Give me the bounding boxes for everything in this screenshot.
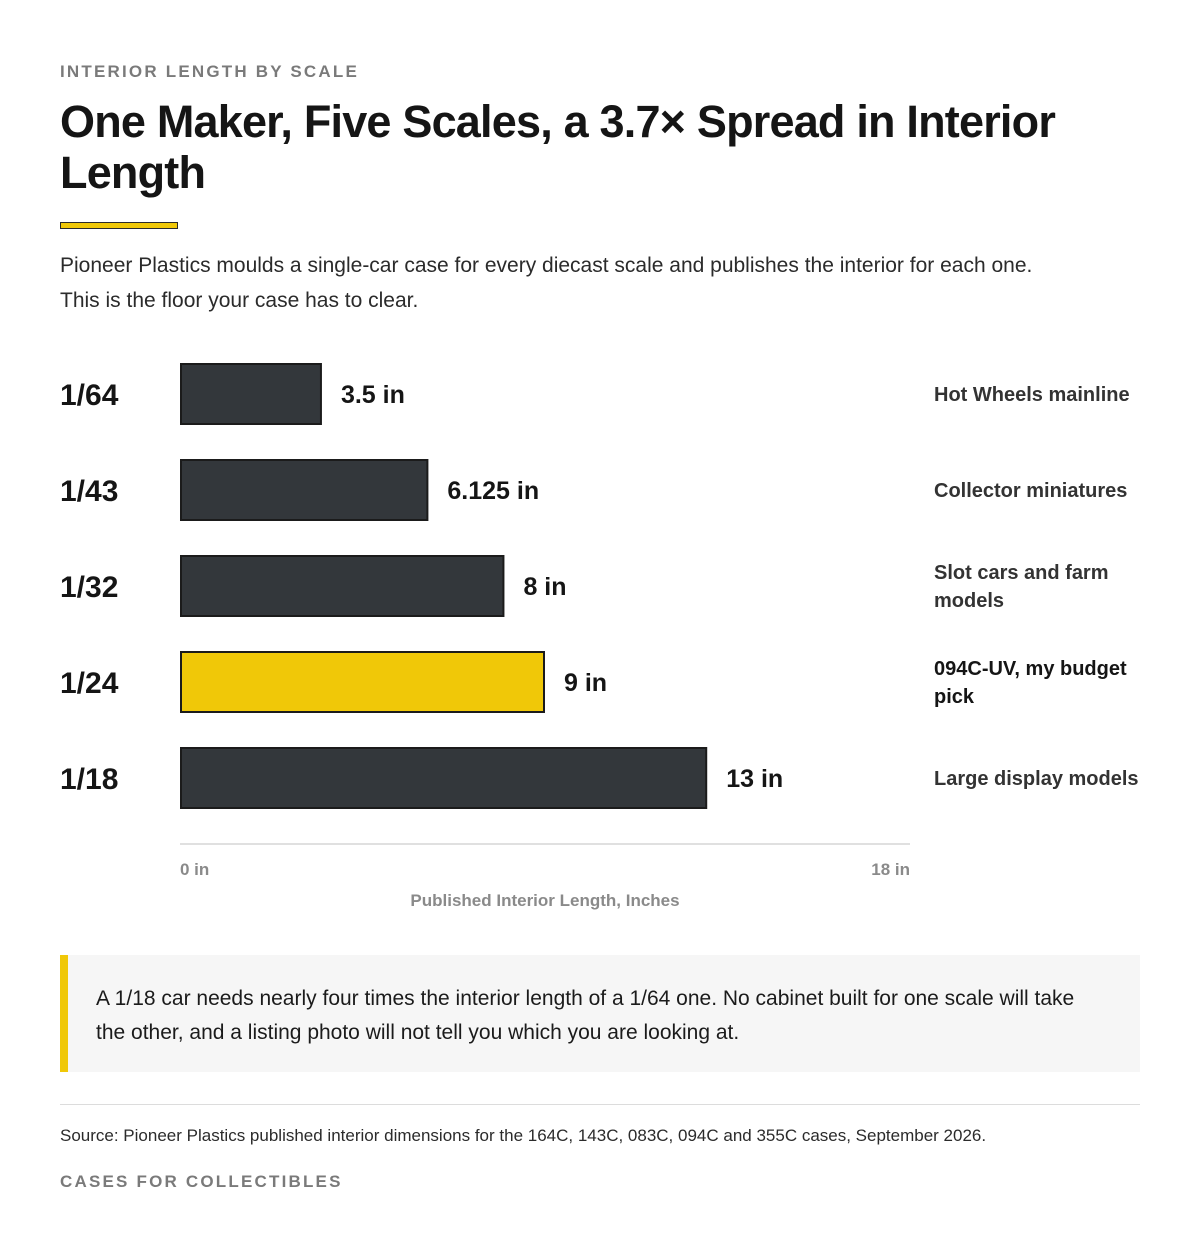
- data-label: 6.125 in: [447, 477, 539, 505]
- bar: [180, 747, 708, 809]
- brand-label: CASES FOR COLLECTIBLES: [60, 1172, 343, 1191]
- bar: [180, 555, 505, 617]
- category-label: 1/24: [60, 667, 119, 700]
- chart-title: One Maker, Five Scales, a 3.7× Spread in…: [60, 96, 1056, 198]
- callout-box: A 1/18 car needs nearly four times the i…: [60, 955, 1140, 1072]
- accent-rule: [60, 222, 178, 229]
- annotation-label: 094C-UV, my budget pick: [934, 658, 1127, 708]
- annotation-label: Hot Wheels mainline: [934, 384, 1130, 406]
- bar: [180, 651, 545, 713]
- bar: [180, 363, 322, 425]
- annotation-label: Slot cars and farm models: [934, 562, 1109, 612]
- data-label: 3.5 in: [341, 381, 405, 409]
- category-label: 1/18: [60, 763, 118, 796]
- footer-divider: [60, 1104, 1140, 1105]
- source-note: Source: Pioneer Plastics published inter…: [60, 1126, 987, 1145]
- bar-chart: 1/64 3.5 in Hot Wheels mainline 1/43 6.125 i…: [60, 340, 1140, 920]
- callout-text: A 1/18 car needs nearly four times the i…: [96, 987, 1075, 1044]
- annotation-label: Large display models: [934, 768, 1139, 790]
- x-axis-title: Published Interior Length, Inches: [410, 891, 679, 910]
- eyebrow-label: INTERIOR LENGTH BY SCALE: [60, 62, 360, 81]
- data-label: 8 in: [523, 573, 566, 601]
- bar: [180, 459, 429, 521]
- data-label: 9 in: [564, 669, 607, 697]
- category-label: 1/32: [60, 571, 118, 604]
- chart-subtitle: Pioneer Plastics moulds a single-car cas…: [60, 254, 1033, 312]
- bar-chart-svg: 1/64 3.5 in Hot Wheels mainline 1/43 6.125 i…: [60, 363, 1139, 910]
- annotation-label: Collector miniatures: [934, 480, 1127, 502]
- x-tick-label: 0 in: [180, 860, 209, 879]
- category-label: 1/43: [60, 475, 118, 508]
- data-label: 13 in: [726, 765, 783, 793]
- x-tick-label: 18 in: [871, 860, 910, 879]
- category-label: 1/64: [60, 379, 119, 412]
